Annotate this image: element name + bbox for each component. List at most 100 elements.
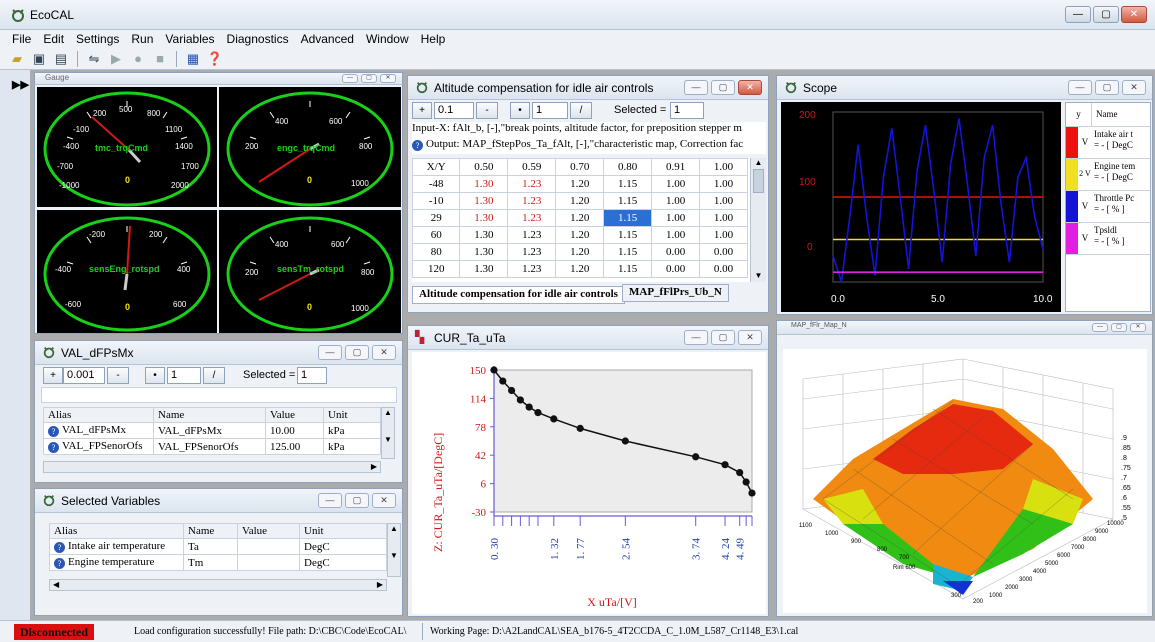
menu-settings[interactable]: Settings [76,32,120,46]
scope-maximize-button[interactable]: ▢ [1095,80,1119,95]
table-row[interactable]: ? Intake air temperature Ta DegC [49,538,387,555]
cur-close-button[interactable]: ✕ [738,330,762,345]
column-header[interactable]: Alias [43,407,154,423]
tab-map-fflprs[interactable]: MAP_fFlPrs_Ub_N [622,284,729,302]
val-horizontal-scrollbar[interactable]: ▶ [43,461,381,473]
gauge-maximize-button[interactable]: ▢ [361,74,377,83]
maximize-button[interactable]: ▢ [1093,6,1119,23]
table-cell[interactable]: 1.00 [699,175,748,193]
legend-row[interactable]: V Intake air t = - [ DegC [1066,127,1150,159]
selected-count-field[interactable]: 1 [670,102,704,119]
column-header[interactable]: Unit [323,407,381,423]
column-header[interactable]: Value [237,523,300,539]
table-cell[interactable]: 1.20 [555,260,605,278]
close-button[interactable]: ✕ [1121,6,1147,23]
increment-button[interactable]: + [412,102,432,119]
table-row[interactable]: ? VAL_FPSenorOfs VAL_FPSenorOfs 125.00 kP… [43,438,381,455]
table-cell[interactable]: 1.00 [699,209,748,227]
table-cell[interactable]: 1.30 [459,209,509,227]
table-cell[interactable]: 1.00 [651,226,701,244]
table-cell[interactable]: 1.00 [651,175,701,193]
decrement-button[interactable]: - [476,102,498,119]
map-maximize-button[interactable]: ▢ [1111,323,1127,332]
table-cell[interactable]: 0.00 [651,243,701,261]
stop-icon[interactable]: ■ [156,50,164,66]
table-cell[interactable]: 1.30 [459,175,509,193]
cur-minimize-button[interactable]: — [684,330,708,345]
menu-window[interactable]: Window [365,32,409,46]
val-maximize-button[interactable]: ▢ [345,345,369,360]
expand-panel-icon[interactable]: ▶▶ [12,79,29,91]
table-cell[interactable]: 1.30 [459,243,509,261]
help-icon[interactable]: ❓ [206,50,224,66]
table-cell[interactable]: 1.20 [555,226,605,244]
table-cell[interactable]: 1.30 [459,226,509,244]
menu-advanced[interactable]: Advanced [300,32,354,46]
menu-variables[interactable]: Variables [165,32,215,46]
menu-file[interactable]: File [12,32,32,46]
table-cell[interactable]: 1.20 [555,192,605,210]
selected-vertical-scrollbar[interactable]: ▲ ▼ [387,523,401,577]
save-all-icon[interactable]: ▤ [54,50,68,66]
table-cell[interactable]: 1.15 [603,243,653,261]
monitor-icon[interactable]: ▦ [186,50,200,66]
step-size-field[interactable]: 0.1 [434,102,474,119]
menu-edit[interactable]: Edit [43,32,65,46]
table-row[interactable]: ? VAL_dFPsMx VAL_dFPsMx 10.00 kPa [43,422,381,439]
selected-minimize-button[interactable]: — [318,493,342,508]
selected-count-field[interactable]: 1 [297,367,327,384]
menu-run[interactable]: Run [131,32,154,46]
multiply-button[interactable]: • [145,367,165,384]
value-cell[interactable] [237,554,300,571]
selected-maximize-button[interactable]: ▢ [345,493,369,508]
selected-table-cell[interactable]: 1.15 [603,209,653,227]
column-header[interactable]: Name [183,523,238,539]
selected-horizontal-scrollbar[interactable]: ◀ ▶ [49,579,387,591]
menu-help[interactable]: Help [420,32,446,46]
divide-button[interactable]: / [203,367,225,384]
scroll-thumb[interactable] [753,169,764,193]
table-cell[interactable]: 1.23 [507,260,557,278]
table-cell[interactable]: 1.00 [699,226,748,244]
column-header[interactable]: Unit [299,523,387,539]
val-vertical-scrollbar[interactable]: ▲ ▼ [381,407,395,459]
table-cell[interactable]: 1.23 [507,175,557,193]
selected-close-button[interactable]: ✕ [372,493,396,508]
table-cell[interactable]: 0.00 [651,260,701,278]
table-cell[interactable]: 1.15 [603,226,653,244]
save-icon[interactable]: ▣ [32,50,46,66]
table-cell[interactable]: 1.23 [507,226,557,244]
table-cell[interactable]: 1.00 [651,192,701,210]
gauge-close-button[interactable]: ✕ [380,74,396,83]
table-row[interactable]: ? Engine temperature Tm DegC [49,554,387,571]
map-close-button[interactable]: ✕ [1130,323,1146,332]
table-cell[interactable]: 1.15 [603,175,653,193]
connect-icon[interactable]: ⇋ [88,50,100,66]
legend-row[interactable]: V Tpsldl = - [ % ] [1066,223,1150,255]
factor-field[interactable]: 1 [532,102,568,119]
column-header[interactable]: Name [153,407,266,423]
open-folder-icon[interactable]: ▰ [12,50,22,66]
table-cell[interactable]: 0.00 [699,260,748,278]
step-size-field[interactable]: 0.001 [63,367,105,384]
column-header[interactable]: Value [265,407,324,423]
table-cell[interactable]: 0.00 [699,243,748,261]
minimize-button[interactable]: — [1065,6,1091,23]
value-cell[interactable] [237,538,300,555]
table-cell[interactable]: 1.23 [507,243,557,261]
table-cell[interactable]: 1.23 [507,209,557,227]
legend-row[interactable]: 2 V Engine tem = - [ DegC [1066,159,1150,191]
table-cell[interactable]: 1.20 [555,175,605,193]
scope-close-button[interactable]: ✕ [1122,80,1146,95]
table-cell[interactable]: 1.20 [555,243,605,261]
scroll-down-icon[interactable]: ▼ [754,271,763,280]
table-cell[interactable]: 1.23 [507,192,557,210]
gauge-minimize-button[interactable]: — [342,74,358,83]
table-cell[interactable]: 1.30 [459,260,509,278]
increment-button[interactable]: + [43,367,63,384]
altitude-close-button[interactable]: ✕ [738,80,762,95]
column-header[interactable]: Alias [49,523,184,539]
table-cell[interactable]: 1.30 [459,192,509,210]
altitude-maximize-button[interactable]: ▢ [711,80,735,95]
value-cell[interactable]: 125.00 [265,438,324,455]
